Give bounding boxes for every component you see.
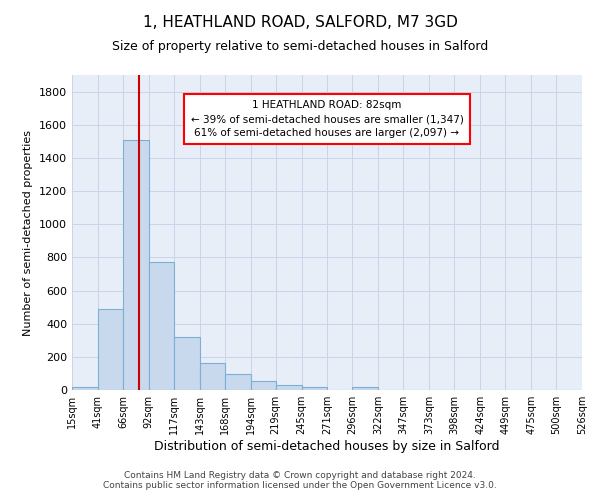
Text: 1 HEATHLAND ROAD: 82sqm
← 39% of semi-detached houses are smaller (1,347)
61% of: 1 HEATHLAND ROAD: 82sqm ← 39% of semi-de… [191,100,463,138]
Text: Contains HM Land Registry data © Crown copyright and database right 2024.
Contai: Contains HM Land Registry data © Crown c… [103,470,497,490]
Bar [149,262,174,390]
Bar [72,386,98,390]
Text: Size of property relative to semi-detached houses in Salford: Size of property relative to semi-detach… [112,40,488,53]
Bar [251,381,275,390]
Bar [352,386,379,390]
Text: 1, HEATHLAND ROAD, SALFORD, M7 3GD: 1, HEATHLAND ROAD, SALFORD, M7 3GD [143,15,457,30]
Bar [200,364,225,390]
Bar [225,374,251,390]
X-axis label: Distribution of semi-detached houses by size in Salford: Distribution of semi-detached houses by … [154,440,500,453]
Y-axis label: Number of semi-detached properties: Number of semi-detached properties [23,130,34,336]
Bar [98,309,123,390]
Bar [275,385,302,390]
Bar [302,386,328,390]
Bar [123,140,149,390]
Bar [174,337,200,390]
